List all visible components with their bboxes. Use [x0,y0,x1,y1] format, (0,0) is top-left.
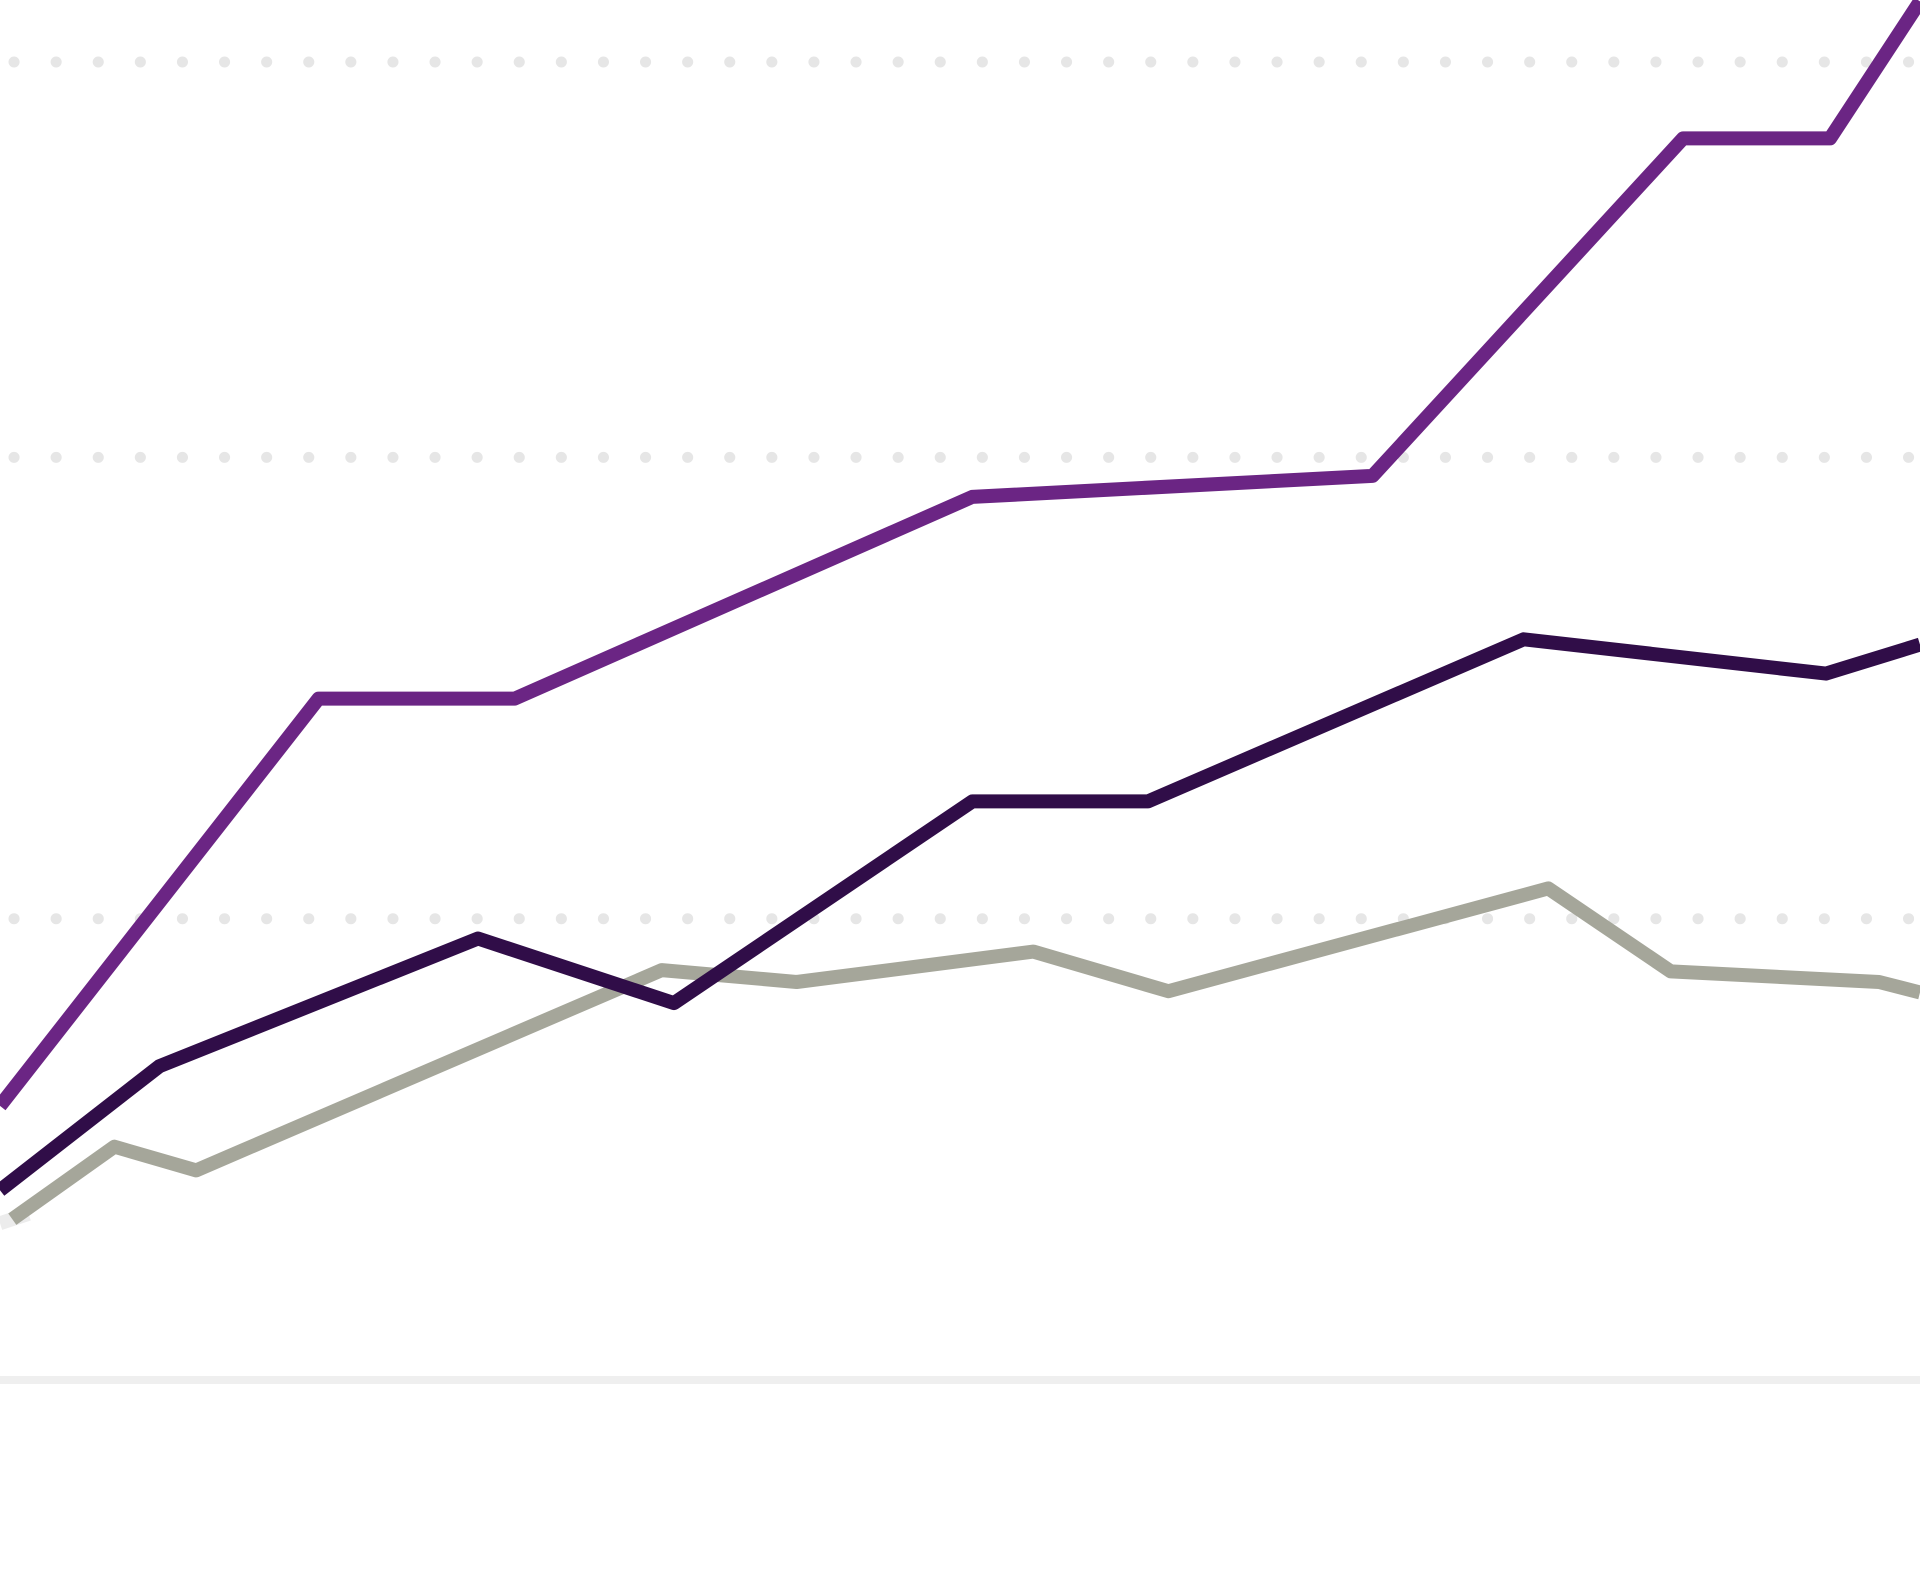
series-layer [0,0,1920,1230]
series-line-3 [8,881,1920,1225]
series-line-1 [0,0,1920,1111]
series-line-2 [0,632,1920,1196]
